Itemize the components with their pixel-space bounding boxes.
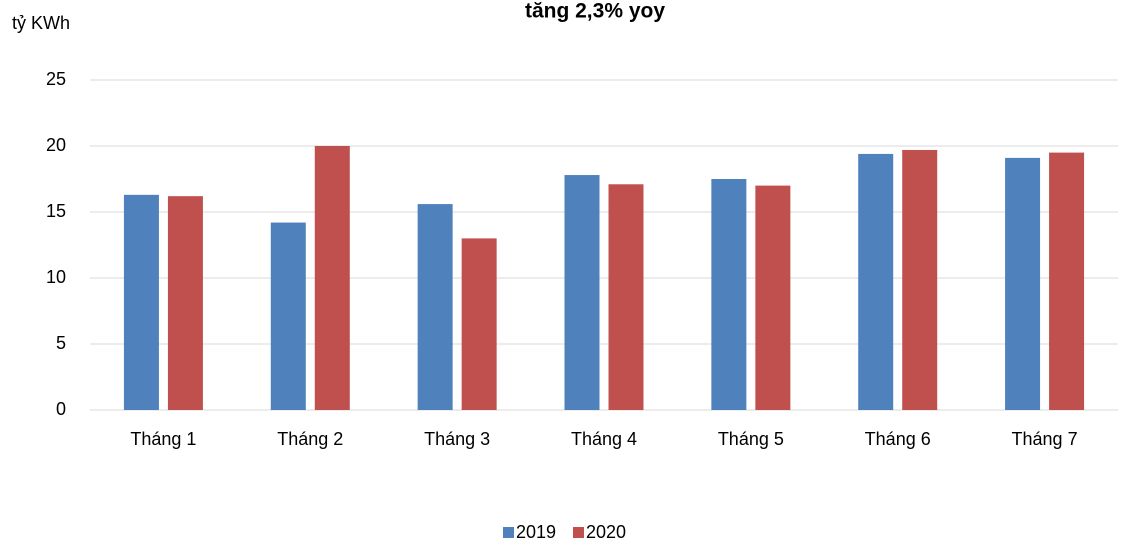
y-tick-label: 20 — [46, 135, 66, 155]
legend-swatch — [503, 527, 514, 538]
y-tick-label: 10 — [46, 267, 66, 287]
chart-title: tăng 2,3% yoy — [525, 0, 665, 23]
bar — [858, 153, 894, 411]
bar — [270, 222, 306, 410]
bar — [902, 149, 938, 410]
bar — [314, 146, 350, 410]
y-tick-label: 15 — [46, 201, 66, 221]
x-tick-label: Tháng 4 — [571, 429, 637, 449]
bar — [711, 179, 747, 410]
bar — [461, 238, 497, 410]
y-tick-label: 25 — [46, 69, 66, 89]
legend-swatch — [573, 527, 584, 538]
y-tick-label: 5 — [56, 333, 66, 353]
x-tick-label: Tháng 5 — [718, 429, 784, 449]
x-tick-label: Tháng 3 — [424, 429, 490, 449]
x-tick-label: Tháng 6 — [865, 429, 931, 449]
bar — [564, 175, 600, 410]
x-tick-label: Tháng 2 — [277, 429, 343, 449]
y-axis-label: tỷ KWh — [12, 13, 70, 33]
bar — [755, 185, 791, 410]
y-tick-label: 0 — [56, 399, 66, 419]
x-tick-label: Tháng 7 — [1012, 429, 1078, 449]
bar — [608, 184, 644, 410]
legend-label: 2019 — [516, 522, 556, 542]
bar — [1005, 157, 1041, 410]
legend-label: 2020 — [586, 522, 626, 542]
bar — [1049, 152, 1085, 410]
bar — [167, 196, 203, 410]
bar — [123, 194, 159, 410]
bar — [417, 204, 453, 410]
x-tick-label: Tháng 1 — [130, 429, 196, 449]
